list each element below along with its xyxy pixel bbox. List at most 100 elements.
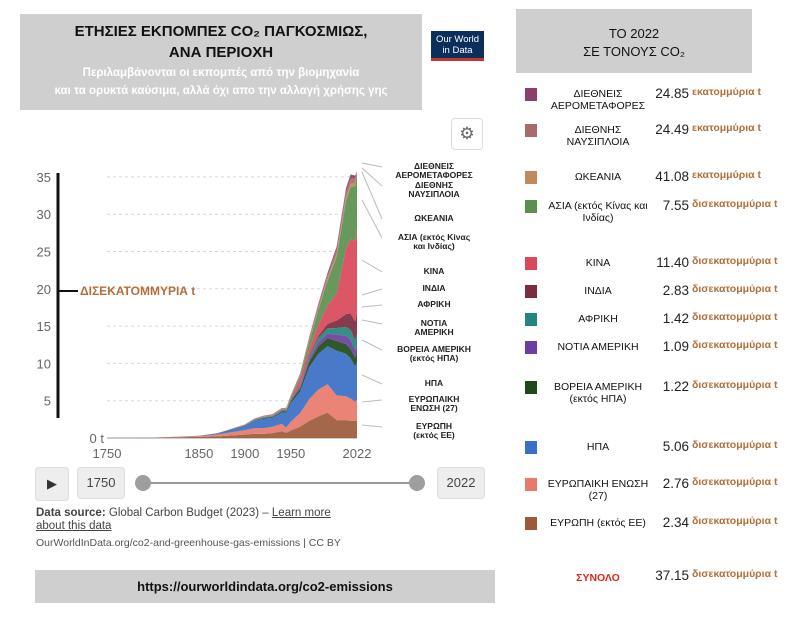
annotation-connector bbox=[361, 167, 383, 187]
timeline-slider-track[interactable] bbox=[143, 482, 416, 484]
annotation-connector bbox=[361, 304, 383, 308]
x-tick-label: 2022 bbox=[343, 446, 372, 461]
start-year-box[interactable]: 1750 bbox=[77, 467, 125, 499]
legend-value: 7.55 bbox=[662, 198, 689, 213]
series-annotation: ΕΥΡΩΠΑΙΚΗ bbox=[409, 394, 460, 404]
timeline-end-handle[interactable] bbox=[409, 475, 425, 491]
chart-title-line2: ΑΝΑ ΠΕΡΙΟΧΗ bbox=[168, 44, 274, 61]
legend-title-line1: ΤΟ 2022 bbox=[608, 26, 660, 41]
series-annotation: ΕΥΡΩΠΗ bbox=[416, 421, 452, 431]
legend-unit: δισεκατομμύρια t bbox=[692, 379, 778, 391]
series-annotation: ΑΕΡΟΜΕΤΑΦΟΡΕΣ bbox=[395, 170, 472, 180]
legend-swatch bbox=[525, 171, 537, 184]
legend-value: 2.34 bbox=[662, 515, 689, 530]
x-tick-label: 1750 bbox=[93, 446, 122, 461]
legend-unit: δισεκατομμύρια t bbox=[692, 515, 778, 527]
legend-swatch bbox=[525, 257, 537, 270]
legend-header: ΤΟ 2022 ΣΕ ΤΟΝΟΥΣ CO₂ bbox=[516, 9, 752, 73]
annotation-connector bbox=[361, 399, 383, 403]
y-tick-label: 5 bbox=[44, 394, 51, 409]
legend-swatch bbox=[525, 441, 537, 454]
legend-swatch bbox=[525, 381, 537, 394]
series-annotation: ΝΟΤΙΑ bbox=[421, 318, 447, 328]
owid-logo[interactable]: Our World in Data bbox=[431, 31, 484, 61]
play-icon[interactable]: ▶ bbox=[35, 467, 69, 501]
legend-unit: δισεκατομμύρια t bbox=[692, 476, 778, 488]
y-tick-label: 20 bbox=[37, 282, 51, 297]
series-annotation: (εκτός ΗΠΑ) bbox=[410, 353, 459, 363]
legend-swatch bbox=[525, 341, 537, 354]
legend-swatch bbox=[525, 124, 537, 137]
emissions-area-chart: 0 t 5 10 15 20 25 30 35 1750 1850 1900 1950 2022 ΔΙΣΕ… bbox=[37, 161, 473, 461]
legend-unit: εκατομμύρια t bbox=[692, 122, 761, 134]
annotation-connector bbox=[361, 162, 383, 168]
series-annotation: ΔΙΕΘΝΕΙΣ bbox=[414, 161, 454, 171]
area-series bbox=[107, 412, 357, 438]
legend-value: 24.49 bbox=[655, 122, 689, 137]
x-tick-label: 1850 bbox=[184, 446, 213, 461]
data-source-label: Data source: bbox=[36, 507, 106, 519]
legend-label: ΩΚΕΑΝΙΑ bbox=[574, 171, 622, 183]
footer-url[interactable]: https://ourworldindata.org/co2-emissions bbox=[35, 570, 495, 603]
legend-label: ΑΦΡΙΚΗ bbox=[578, 313, 618, 325]
legend-unit: δισεκατομμύρια t bbox=[692, 198, 778, 210]
series-annotation: ΑΜΕΡΙΚΗ bbox=[414, 327, 453, 337]
legend-unit: δισεκατομμύρια t bbox=[692, 283, 778, 295]
chart-subtitle-line1: Περιλαμβάνονται οι εκπομπές από την βιομ… bbox=[82, 67, 360, 79]
chart-subtitle-line2: και τα ορυκτά καύσιμα, αλλά όχι απο την … bbox=[54, 85, 388, 97]
annotation-connector bbox=[361, 259, 383, 273]
legend-label: ΕΥΡΩΠΗ (εκτός ΕΕ) bbox=[550, 517, 646, 529]
legend-value: 41.08 bbox=[655, 169, 689, 184]
legend-total-value: 37.15 bbox=[655, 568, 689, 583]
gear-icon[interactable]: ⚙ bbox=[451, 118, 483, 150]
legend-swatch bbox=[525, 517, 537, 530]
legend-row: ΙΝΔΙΑ 2.83 δισεκατομμύρια t bbox=[515, 283, 787, 321]
learn-more-link[interactable]: Learn more bbox=[271, 507, 331, 519]
legend-value: 11.40 bbox=[656, 255, 689, 270]
legend-label: ΚΙΝΑ bbox=[585, 257, 611, 269]
legend-swatch bbox=[525, 285, 537, 298]
legend-value: 24.85 bbox=[655, 86, 689, 101]
x-tick-label: 1900 bbox=[230, 446, 259, 461]
series-annotation: ΒΟΡΕΙΑ ΑΜΕΡΙΚΗ bbox=[397, 344, 471, 354]
legend-row: ΑΣΙΑ (εκτός Κίνας και Ινδίας) 7.55 δισεκατ… bbox=[515, 198, 787, 236]
series-annotation: ΝΑΥΣΙΠΛΟΙΑ bbox=[408, 189, 459, 199]
area-series bbox=[107, 338, 357, 438]
legend-label: ΒΟΡΕΙΑ ΑΜΕΡΙΚΗ (εκτός ΗΠΑ) bbox=[553, 381, 643, 405]
legend-row: ΝΟΤΙΑ ΑΜΕΡΙΚΗ 1.09 δισεκατομμύρια t bbox=[515, 339, 787, 377]
end-year-box[interactable]: 2022 bbox=[437, 467, 485, 499]
y-tick-label: 35 bbox=[37, 170, 51, 185]
legend-value: 5.06 bbox=[662, 439, 689, 454]
y-tick-label: 15 bbox=[37, 319, 51, 334]
legend-unit: δισεκατομμύρια t bbox=[692, 311, 778, 323]
data-source: Data source: Global Carbon Budget (2023)… bbox=[36, 507, 331, 519]
y-tick-label: 10 bbox=[37, 356, 51, 371]
annotation-connector bbox=[361, 319, 383, 325]
series-annotation: ΗΠΑ bbox=[425, 378, 443, 388]
legend-total-row: ΣΥΝΟΛΟ 37.15 δισεκατομμύρια t bbox=[515, 568, 787, 590]
legend-row: ΒΟΡΕΙΑ ΑΜΕΡΙΚΗ (εκτός ΗΠΑ) 1.22 δισεκατομμ… bbox=[515, 379, 787, 417]
title-banner: ΕΤΗΣΙΕΣ ΕΚΠΟΜΠΕΣ CO₂ ΠΑΓΚΟΣΜΙΩΣ, ΑΝΑ ΠΕΡ… bbox=[20, 14, 422, 110]
timeline-start-handle[interactable] bbox=[135, 475, 151, 491]
legend-swatch bbox=[525, 200, 537, 213]
legend-label: ΙΝΔΙΑ bbox=[584, 285, 612, 297]
legend-unit: δισεκατομμύρια t bbox=[692, 255, 778, 267]
legend-swatch bbox=[525, 478, 537, 491]
legend-label: ΗΠΑ bbox=[586, 441, 610, 453]
annotation-connector bbox=[361, 424, 383, 428]
legend-label: ΔΙΕΘΝΗΣ ΝΑΥΣΙΠΛΟΙΑ bbox=[566, 124, 630, 148]
series-annotation: ΙΝΔΙΑ bbox=[422, 283, 445, 293]
legend-row: ΔΙΕΘΝΗΣ ΝΑΥΣΙΠΛΟΙΑ 24.49 εκατομμύρια t bbox=[515, 122, 787, 160]
legend-value: 2.83 bbox=[662, 283, 689, 298]
legend-value: 1.22 bbox=[662, 379, 689, 394]
area-series bbox=[107, 313, 357, 438]
annotation-connector bbox=[361, 374, 383, 385]
about-data-link[interactable]: about this data bbox=[36, 520, 112, 532]
chart-title-line1: ΕΤΗΣΙΕΣ ΕΚΠΟΜΠΕΣ CO₂ ΠΑΓΚΟΣΜΙΩΣ, bbox=[74, 23, 368, 40]
y-axis-label: ΔΙΣΕΚΑΤΟΜΜΥΡΙΑ t bbox=[80, 284, 195, 298]
legend-swatch bbox=[525, 313, 537, 326]
y-tick-label: 25 bbox=[37, 245, 51, 260]
source-url-line: OurWorldInData.org/co2-and-greenhouse-ga… bbox=[36, 537, 341, 549]
series-annotation: ΑΣΙΑ (εκτός Κίνας bbox=[398, 232, 471, 242]
legend-row: ΚΙΝΑ 11.40 δισεκατομμύρια t bbox=[515, 255, 787, 293]
